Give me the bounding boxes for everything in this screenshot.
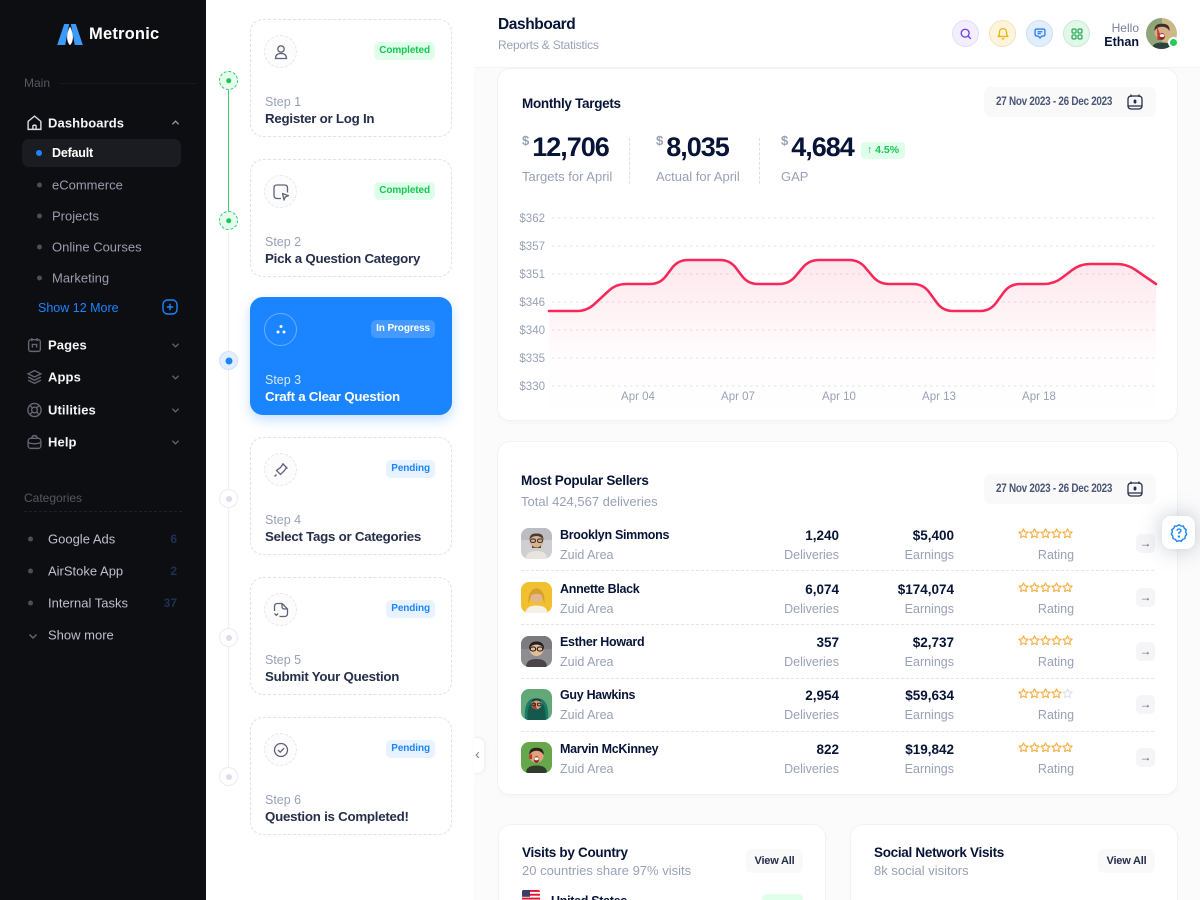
svg-text:$335: $335 (519, 353, 545, 365)
svg-text:$346: $346 (519, 297, 545, 309)
svg-text:$362: $362 (519, 213, 545, 225)
svg-text:$340: $340 (519, 325, 545, 337)
svg-text:$351: $351 (519, 269, 545, 281)
svg-text:$330: $330 (519, 381, 545, 393)
svg-text:$357: $357 (519, 241, 545, 253)
